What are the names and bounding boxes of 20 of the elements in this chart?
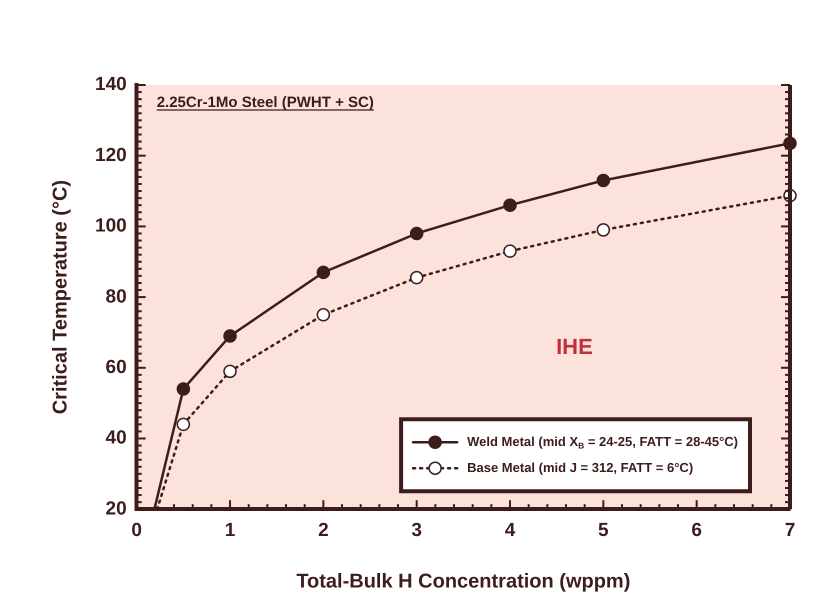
x-tick-label: 7 — [784, 520, 796, 541]
legend-label: Base Metal (mid J = 312, FATT = 6°C) — [467, 460, 694, 475]
x-tick-label: 5 — [598, 520, 610, 541]
y-axis-title: Critical Temperature (°C) — [50, 180, 72, 414]
x-tick-label: 3 — [411, 520, 422, 541]
x-tick-label: 1 — [224, 520, 236, 541]
x-tick-label: 4 — [504, 520, 516, 541]
x-axis-title: Total-Bulk H Concentration (wppm) — [296, 570, 630, 593]
x-tick-label: 2 — [318, 520, 329, 541]
y-tick-label: 80 — [106, 286, 127, 308]
x-tick-label: 0 — [131, 520, 142, 541]
y-tick-label: 60 — [106, 357, 127, 378]
y-tick-label: 120 — [95, 144, 127, 166]
annotation: IHE — [556, 334, 593, 360]
y-tick-label: 140 — [95, 74, 127, 96]
y-tick-label: 100 — [95, 216, 127, 237]
annotation: 2.25Cr-1Mo Steel (PWHT + SC) — [156, 94, 374, 111]
y-tick-label: 20 — [106, 498, 127, 520]
y-tick-label: 40 — [106, 428, 127, 449]
x-tick-label: 6 — [691, 520, 702, 541]
